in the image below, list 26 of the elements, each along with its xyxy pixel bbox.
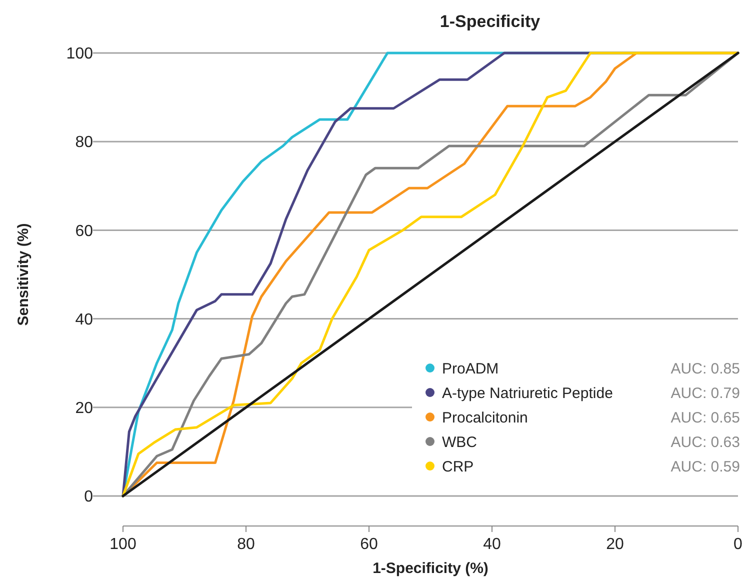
y-axis-title: Sensitivity (%) bbox=[15, 223, 32, 326]
y-tick-label: 40 bbox=[75, 311, 94, 328]
annotation: AUC: 0.65 bbox=[670, 409, 740, 426]
annotation: AUC: 0.59 bbox=[670, 458, 740, 476]
chart-title: 1-Specificity bbox=[440, 12, 541, 31]
x-tick-label: 40 bbox=[483, 536, 501, 553]
legend-label: WBC bbox=[442, 434, 478, 451]
annotation: AUC: 0.79 bbox=[670, 384, 740, 402]
y-tick-label: 0 bbox=[84, 488, 94, 506]
x-tick-label: 60 bbox=[360, 536, 378, 553]
y-tick-label: 100 bbox=[66, 46, 94, 63]
legend-label: Procalcitonin bbox=[442, 409, 528, 426]
legend-label: ProADM bbox=[442, 360, 499, 378]
legend-label: CRP bbox=[442, 458, 474, 476]
x-tick-label: 0 bbox=[734, 536, 743, 553]
y-tick-label: 80 bbox=[75, 134, 94, 152]
x-tick-label: 20 bbox=[606, 536, 624, 553]
x-tick-label: 80 bbox=[237, 536, 255, 553]
y-tick-label: 20 bbox=[75, 400, 94, 417]
legend-label: A-type Natriuretic Peptide bbox=[442, 384, 613, 402]
annotation: AUC: 0.63 bbox=[670, 434, 740, 451]
annotation: AUC: 0.85 bbox=[670, 360, 740, 378]
x-tick-label: 100 bbox=[110, 536, 136, 553]
y-tick-label: 60 bbox=[75, 222, 94, 240]
line-series bbox=[122, 52, 740, 498]
x-axis-title: 1-Specificity (%) bbox=[372, 560, 488, 577]
